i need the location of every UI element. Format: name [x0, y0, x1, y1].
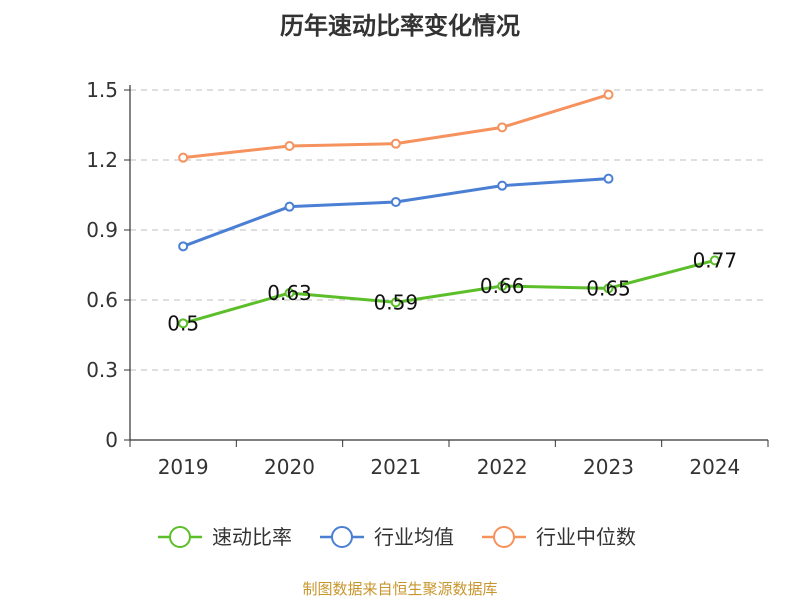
legend-item-1[interactable]: 行业均值: [320, 525, 454, 549]
y-tick-label: 0: [105, 428, 118, 452]
source-note: 制图数据来自恒生聚源数据库: [302, 580, 497, 598]
x-tick-label: 2021: [370, 455, 421, 479]
data-label: 0.63: [267, 281, 312, 305]
x-tick-label: 2019: [158, 455, 209, 479]
axes: 0 0.3 0.6 0.9 1.2 1.5 2019 2020 2021 2022 2023 2024: [86, 78, 769, 479]
legend-item-2[interactable]: 行业中位数: [482, 525, 636, 549]
x-tick-label: 2020: [264, 455, 315, 479]
series-point-1[interactable]: [284, 201, 295, 212]
series-point-1[interactable]: [603, 173, 614, 184]
data-label: 0.59: [374, 290, 419, 314]
series-point-0[interactable]: [709, 255, 720, 266]
x-tick-label: 2023: [583, 455, 634, 479]
chart-title: 历年速动比率变化情况: [280, 12, 520, 40]
x-tick-label: 2022: [477, 455, 528, 479]
series-line-0: [181, 258, 717, 325]
y-tick-label: 0.9: [86, 218, 118, 242]
series-line-1: [181, 177, 610, 248]
series-point-1[interactable]: [497, 180, 508, 191]
series-point-0[interactable]: [390, 297, 401, 308]
data-label: 0.5: [167, 311, 199, 335]
series-point-1[interactable]: [390, 197, 401, 207]
y-tick-label: 1.5: [86, 78, 118, 102]
y-tick-label: 0.3: [86, 358, 118, 382]
data-label: 0.65: [586, 276, 631, 300]
series-layer: [178, 89, 720, 329]
legend-label: 行业中位数: [536, 525, 636, 549]
series-point-0[interactable]: [603, 283, 614, 294]
series-point-2[interactable]: [497, 122, 508, 133]
y-tick-label: 0.6: [86, 288, 118, 312]
series-point-0[interactable]: [497, 281, 508, 291]
x-tick-label: 2024: [689, 455, 740, 479]
series-point-1[interactable]: [178, 241, 189, 252]
legend-label: 行业均值: [374, 525, 454, 549]
legend-item-0[interactable]: 速动比率: [158, 525, 292, 549]
legend-label: 速动比率: [212, 525, 292, 549]
legend-marker: [493, 526, 515, 548]
legend[interactable]: 速动比率 行业均值 行业中位数: [158, 525, 636, 549]
data-labels: 0.5 0.63 0.59 0.66 0.65 0.77: [167, 248, 737, 335]
data-label: 0.77: [693, 248, 738, 272]
series-point-0[interactable]: [178, 318, 189, 329]
series-point-2[interactable]: [390, 138, 401, 149]
legend-marker: [331, 526, 353, 548]
series-point-2[interactable]: [284, 141, 295, 151]
grid-lines: [130, 89, 768, 371]
series-point-0[interactable]: [284, 288, 295, 298]
legend-marker: [169, 526, 191, 548]
series-point-2[interactable]: [603, 89, 614, 100]
series-point-2[interactable]: [178, 152, 189, 163]
y-tick-label: 1.2: [86, 148, 118, 172]
data-label: 0.66: [480, 274, 525, 298]
